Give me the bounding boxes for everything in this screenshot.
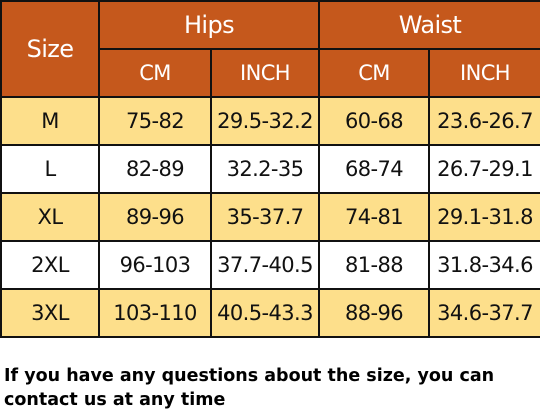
unit-header: CM xyxy=(98,48,212,98)
measure-cell: 29.1-31.8 xyxy=(428,192,540,242)
measure-cell: 32.2-35 xyxy=(210,144,320,194)
measure-cell: 88-96 xyxy=(318,288,430,338)
table-row: L 82-89 32.2-35 68-74 26.7-29.1 xyxy=(0,144,540,194)
size-cell: 2XL xyxy=(0,240,100,290)
measure-cell: 35-37.7 xyxy=(210,192,320,242)
measure-cell: 40.5-43.3 xyxy=(210,288,320,338)
header-row: Size Hips Waist xyxy=(0,0,540,98)
hips-header: Hips xyxy=(98,0,320,50)
measure-cell: 75-82 xyxy=(98,96,212,146)
size-cell: XL xyxy=(0,192,100,242)
measure-cell: 74-81 xyxy=(318,192,430,242)
measure-cell: 26.7-29.1 xyxy=(428,144,540,194)
measure-cell: 31.8-34.6 xyxy=(428,240,540,290)
waist-header: Waist xyxy=(318,0,540,50)
table-row: 3XL 103-110 40.5-43.3 88-96 34.6-37.7 xyxy=(0,288,540,338)
table-row: M 75-82 29.5-32.2 60-68 23.6-26.7 xyxy=(0,96,540,146)
table-row: XL 89-96 35-37.7 74-81 29.1-31.8 xyxy=(0,192,540,242)
size-cell: M xyxy=(0,96,100,146)
measure-cell: 103-110 xyxy=(98,288,212,338)
measure-cell: 96-103 xyxy=(98,240,212,290)
size-cell: L xyxy=(0,144,100,194)
measure-cell: 29.5-32.2 xyxy=(210,96,320,146)
measure-cell: 37.7-40.5 xyxy=(210,240,320,290)
unit-header: CM xyxy=(318,48,430,98)
table-row: 2XL 96-103 37.7-40.5 81-88 31.8-34.6 xyxy=(0,240,540,290)
measure-cell: 81-88 xyxy=(318,240,430,290)
table-header: Size Hips Waist CM INCH CM INCH xyxy=(0,0,540,98)
unit-header: INCH xyxy=(428,48,540,98)
measure-cell: 89-96 xyxy=(98,192,212,242)
measure-cell: 23.6-26.7 xyxy=(428,96,540,146)
measure-cell: 34.6-37.7 xyxy=(428,288,540,338)
table-body: M 75-82 29.5-32.2 60-68 23.6-26.7 L 82-89 32.2-… xyxy=(0,96,540,338)
measure-cell: 68-74 xyxy=(318,144,430,194)
size-header: Size xyxy=(0,0,100,98)
unit-header: INCH xyxy=(210,48,320,98)
note-line: If you have any questions about the size… xyxy=(4,366,495,386)
measure-cell: 60-68 xyxy=(318,96,430,146)
note: If you have any questions about the size… xyxy=(4,364,494,410)
size-cell: 3XL xyxy=(0,288,100,338)
note-line: contact us at any time xyxy=(4,390,226,410)
measure-cell: 82-89 xyxy=(98,144,212,194)
size-table: Size Hips Waist CM INCH CM INCH M 75-82 29.5-… xyxy=(0,0,540,338)
unit-row: CM INCH CM INCH xyxy=(1,48,540,98)
